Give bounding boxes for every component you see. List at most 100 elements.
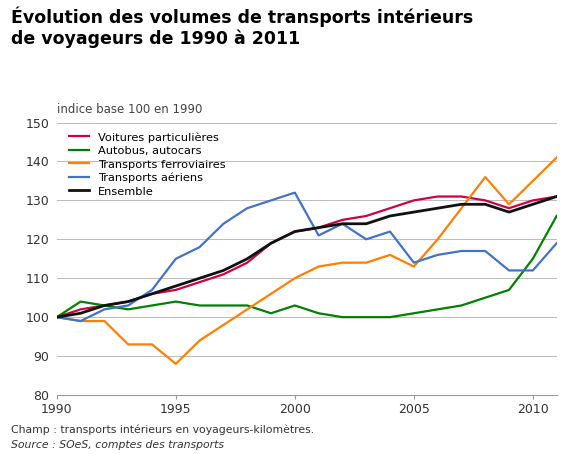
Transports aériens (220, 221, 227, 227)
Voitures particulières (339, 217, 346, 222)
Autobus, autocars (291, 303, 298, 308)
Autobus, autocars (411, 311, 417, 316)
Transports aériens (387, 229, 394, 234)
Autobus, autocars (101, 303, 108, 308)
Voitures particulières (268, 241, 274, 246)
Transports ferroviaires (529, 178, 536, 184)
Transports aériens (125, 303, 132, 308)
Autobus, autocars (363, 315, 370, 320)
Ensemble (291, 229, 298, 234)
Voitures particulières (553, 194, 560, 199)
Voitures particulières (315, 225, 322, 230)
Voitures particulières (458, 194, 465, 199)
Voitures particulières (387, 206, 394, 211)
Transports ferroviaires (315, 264, 322, 269)
Transports aériens (529, 268, 536, 273)
Line: Ensemble: Ensemble (57, 197, 557, 317)
Ensemble (411, 209, 417, 215)
Text: indice base 100 en 1990: indice base 100 en 1990 (57, 103, 202, 116)
Ensemble (387, 213, 394, 219)
Line: Voitures particulières: Voitures particulières (57, 197, 557, 317)
Autobus, autocars (434, 306, 441, 312)
Voitures particulières (482, 197, 488, 203)
Transports aériens (363, 237, 370, 242)
Autobus, autocars (529, 256, 536, 262)
Ensemble (268, 241, 274, 246)
Transports ferroviaires (244, 306, 250, 312)
Transports aériens (339, 221, 346, 227)
Voitures particulières (434, 194, 441, 199)
Ensemble (244, 256, 250, 262)
Autobus, autocars (339, 315, 346, 320)
Transports aériens (53, 315, 60, 320)
Transports ferroviaires (291, 276, 298, 281)
Line: Transports aériens: Transports aériens (57, 192, 557, 321)
Ensemble (220, 268, 227, 273)
Voitures particulières (173, 287, 179, 293)
Transports ferroviaires (482, 174, 488, 180)
Line: Transports ferroviaires: Transports ferroviaires (57, 158, 557, 364)
Ensemble (149, 291, 156, 296)
Transports aériens (553, 241, 560, 246)
Ensemble (125, 299, 132, 304)
Voitures particulières (363, 213, 370, 219)
Ensemble (196, 276, 203, 281)
Transports aériens (101, 306, 108, 312)
Transports ferroviaires (149, 342, 156, 347)
Transports aériens (244, 206, 250, 211)
Transports aériens (458, 248, 465, 254)
Transports ferroviaires (387, 252, 394, 257)
Text: de voyageurs de 1990 à 2011: de voyageurs de 1990 à 2011 (11, 30, 300, 48)
Transports ferroviaires (411, 264, 417, 269)
Voitures particulières (149, 291, 156, 296)
Transports aériens (506, 268, 512, 273)
Voitures particulières (244, 260, 250, 266)
Transports aériens (315, 233, 322, 238)
Ensemble (101, 303, 108, 308)
Voitures particulières (53, 315, 60, 320)
Transports ferroviaires (53, 315, 60, 320)
Text: Source : SOeS, comptes des transports: Source : SOeS, comptes des transports (11, 440, 224, 450)
Transports aériens (482, 248, 488, 254)
Voitures particulières (125, 299, 132, 304)
Voitures particulières (101, 303, 108, 308)
Autobus, autocars (482, 295, 488, 301)
Ensemble (506, 209, 512, 215)
Transports ferroviaires (173, 361, 179, 366)
Voitures particulières (291, 229, 298, 234)
Transports aériens (77, 318, 84, 324)
Voitures particulières (506, 206, 512, 211)
Autobus, autocars (220, 303, 227, 308)
Transports ferroviaires (506, 202, 512, 207)
Transports ferroviaires (434, 237, 441, 242)
Transports ferroviaires (77, 318, 84, 324)
Transports ferroviaires (363, 260, 370, 266)
Voitures particulières (196, 279, 203, 285)
Ensemble (77, 311, 84, 316)
Autobus, autocars (458, 303, 465, 308)
Autobus, autocars (149, 303, 156, 308)
Autobus, autocars (387, 315, 394, 320)
Ensemble (529, 202, 536, 207)
Autobus, autocars (173, 299, 179, 304)
Transports ferroviaires (268, 291, 274, 296)
Transports ferroviaires (196, 338, 203, 343)
Autobus, autocars (125, 306, 132, 312)
Transports aériens (173, 256, 179, 262)
Transports ferroviaires (101, 318, 108, 324)
Voitures particulières (77, 306, 84, 312)
Autobus, autocars (196, 303, 203, 308)
Ensemble (458, 202, 465, 207)
Transports aériens (149, 287, 156, 293)
Ensemble (173, 283, 179, 289)
Legend: Voitures particulières, Autobus, autocars, Transports ferroviaires, Transports a: Voitures particulières, Autobus, autocar… (68, 131, 227, 198)
Voitures particulières (220, 271, 227, 277)
Transports ferroviaires (458, 206, 465, 211)
Ensemble (339, 221, 346, 227)
Ensemble (315, 225, 322, 230)
Transports ferroviaires (220, 322, 227, 328)
Autobus, autocars (77, 299, 84, 304)
Text: Champ : transports intérieurs en voyageurs-kilomètres.: Champ : transports intérieurs en voyageu… (11, 424, 315, 435)
Text: Évolution des volumes de transports intérieurs: Évolution des volumes de transports inté… (11, 7, 474, 27)
Transports aériens (196, 244, 203, 250)
